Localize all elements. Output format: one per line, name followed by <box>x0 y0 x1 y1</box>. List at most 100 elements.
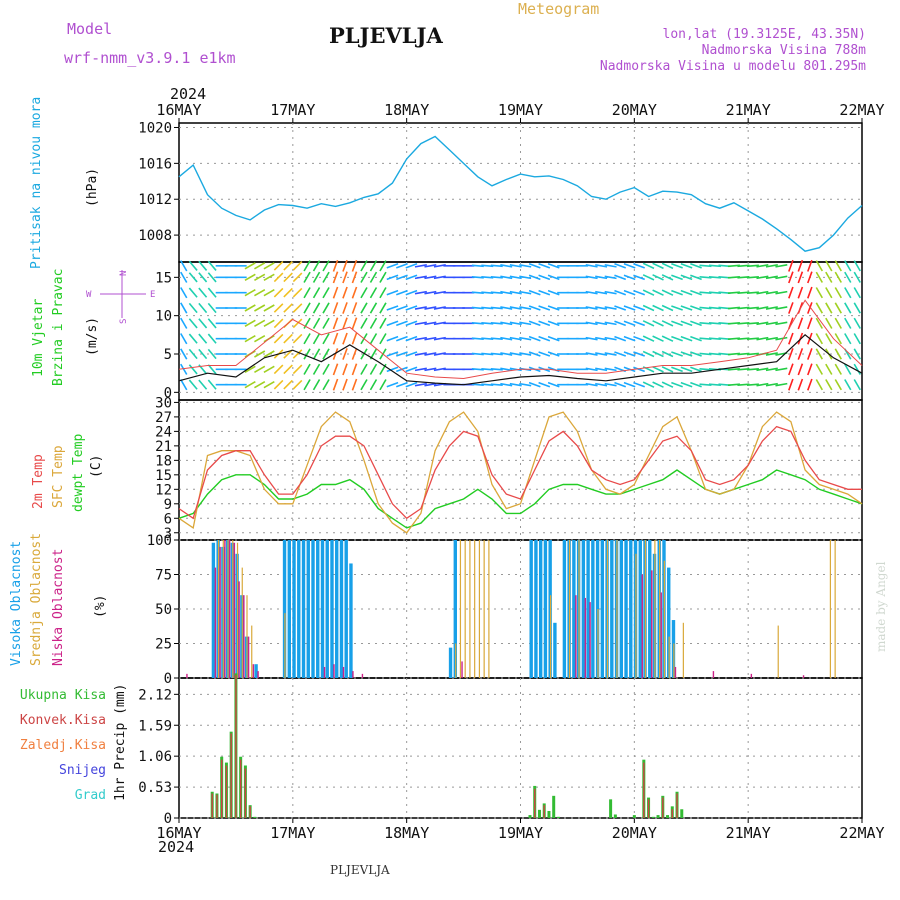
wind-arrow <box>332 286 339 299</box>
wind-arrow <box>614 381 627 388</box>
wind-arrow <box>312 363 321 375</box>
wind-arrow <box>746 352 759 356</box>
wind-arrow <box>471 322 484 325</box>
high-cloud-bar <box>311 540 315 678</box>
y-tick-label: 5 <box>164 347 172 363</box>
x-tick-top: 21MAY <box>726 101 771 119</box>
wind-arrow <box>360 317 368 329</box>
wind-arrow <box>405 305 418 311</box>
temp-label-2: SFC Temp <box>51 445 66 508</box>
wind-arrow <box>500 275 513 280</box>
wind-arrow <box>509 275 522 280</box>
high-cloud-bar <box>543 540 548 678</box>
wind-arrow <box>424 275 437 280</box>
precip-conv-bar <box>244 768 247 818</box>
wind-arrow <box>303 302 311 314</box>
y-tick-label: 27 <box>155 410 172 426</box>
wind-arrow <box>500 367 513 372</box>
dewpt-line <box>178 469 863 529</box>
wind-arrow <box>642 304 655 312</box>
wind-speed-line <box>178 334 863 386</box>
wind-arrow <box>765 382 778 387</box>
wind-arrow <box>424 336 437 341</box>
precip-conv-bar <box>643 762 645 818</box>
wind-arrow <box>396 335 408 342</box>
wind-arrow <box>746 368 759 371</box>
wind-arrow <box>471 337 484 340</box>
wind-arrow <box>708 352 722 356</box>
wind-arrow <box>756 321 769 326</box>
wind-arrow <box>690 335 702 342</box>
wind-arrow <box>807 302 813 314</box>
precip-conv-bar <box>216 794 218 818</box>
wind-arrow <box>198 287 208 298</box>
wind-arrow <box>490 306 503 310</box>
high-cloud-bar <box>586 540 590 678</box>
wind-arrow <box>585 275 598 280</box>
wind-arrow <box>815 271 824 283</box>
wind-arrow <box>500 306 513 310</box>
pressure-line <box>178 135 863 252</box>
wind-arrow <box>671 263 683 269</box>
wind-arrow <box>369 260 378 272</box>
wind-arrow <box>198 272 208 283</box>
wind-arrow <box>538 289 551 296</box>
wind-arrow <box>680 335 693 342</box>
wind-arrow <box>775 367 788 372</box>
wind-arrow <box>815 302 824 314</box>
wind-arrow <box>788 332 794 345</box>
y-tick-label: 1020 <box>138 120 172 136</box>
wind-arrow <box>207 287 217 298</box>
wind-arrow <box>292 261 303 271</box>
wind-arrow <box>342 271 348 284</box>
wind-arrow <box>834 379 842 391</box>
wind-arrow <box>844 287 852 299</box>
wind-arrow <box>585 290 598 295</box>
wind-arrow <box>595 352 608 356</box>
wind-arrow <box>188 379 198 390</box>
wind-arrow <box>424 290 437 295</box>
high-cloud-bar <box>529 540 533 678</box>
precip-legend-hail: Grad <box>75 788 106 803</box>
wind-arrow <box>342 317 348 330</box>
wind-arrow <box>519 275 532 280</box>
wind-arrow <box>853 348 861 360</box>
wind-arrow <box>807 259 813 272</box>
station-title: PLJEVLJA <box>329 23 443 48</box>
wind-arrow <box>680 289 693 296</box>
y-tick-label: 0.53 <box>138 780 172 796</box>
wind-arrow <box>737 322 750 325</box>
y-tick-label: 0 <box>164 811 172 827</box>
wind-arrow <box>471 306 484 310</box>
wind-arrow <box>188 302 198 314</box>
wind-arrow <box>369 333 378 345</box>
wind-arrow <box>756 382 769 387</box>
wind-arrow <box>188 348 198 360</box>
wind-arrow <box>360 363 368 375</box>
wind-arrow <box>519 321 532 326</box>
wind-arrow <box>834 287 842 299</box>
wind-arrow <box>595 264 608 268</box>
wind-arrow <box>322 302 330 314</box>
wind-arrow <box>661 335 674 342</box>
wind-arrow <box>652 262 664 270</box>
wind-arrow <box>547 320 560 327</box>
wind-arrow <box>807 378 813 391</box>
wind-arrow <box>746 337 759 340</box>
y-tick-label: 25 <box>155 637 172 653</box>
wind-arrow <box>775 290 788 295</box>
wind-arrow <box>351 302 358 314</box>
wind-arrow <box>756 290 769 295</box>
wind-arrow <box>312 260 321 272</box>
wind-arrow <box>585 336 598 341</box>
x-tick-bottom: 16MAY <box>156 824 201 842</box>
wind-arrow <box>661 274 674 281</box>
wind-arrow <box>322 260 330 272</box>
y-tick-label: 1012 <box>138 192 172 208</box>
wind-arrow <box>652 304 664 312</box>
wind-arrow <box>369 287 378 299</box>
temp-label-3: dewpt Temp <box>71 434 86 512</box>
wind-arrow <box>322 287 330 299</box>
wind-arrow <box>853 379 861 391</box>
wind-arrow <box>737 368 750 371</box>
